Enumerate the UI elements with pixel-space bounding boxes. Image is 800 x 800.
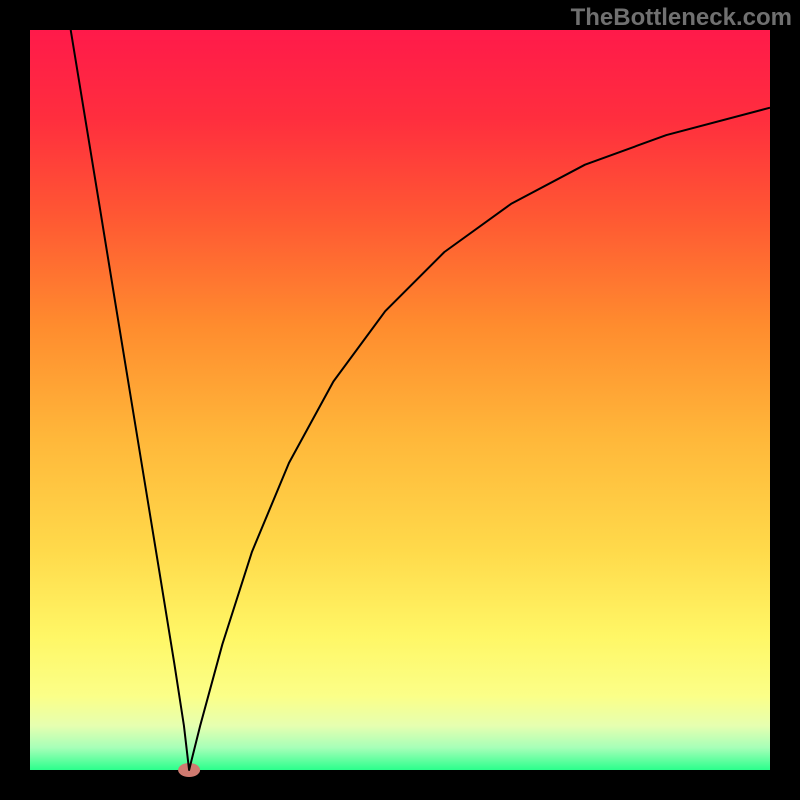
- watermark-text: TheBottleneck.com: [571, 4, 792, 32]
- bottleneck-chart: [0, 0, 800, 800]
- plot-background: [30, 30, 770, 770]
- chart-container: TheBottleneck.com: [0, 0, 800, 800]
